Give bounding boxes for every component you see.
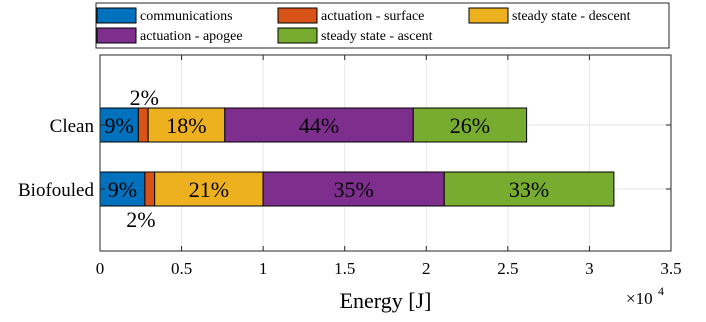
legend-label: actuation - surface — [321, 9, 424, 24]
bar-segment — [412, 107, 528, 143]
legend-label: steady state - ascent — [321, 29, 433, 44]
x-tick-label: 3 — [585, 259, 594, 278]
x-tick-label: 0.5 — [171, 259, 192, 278]
bar-segment — [443, 171, 615, 207]
legend-swatch — [277, 27, 318, 44]
x-tick-label: 2.5 — [497, 259, 518, 278]
legend-label: steady state - descent — [512, 9, 631, 24]
category-label: Clean — [50, 116, 95, 137]
bar-segment — [262, 171, 445, 207]
x-tick-label: 1.5 — [334, 259, 355, 278]
legend-swatch — [96, 27, 137, 44]
legend-swatch — [468, 7, 509, 24]
x-tick-label: 1 — [259, 259, 268, 278]
exponent-power: 4 — [658, 284, 664, 298]
segment-percent-label: 21% — [189, 177, 229, 202]
plot-frame — [99, 54, 672, 252]
segment-labels: 9% 2% 18% 44% 26% 9% 2% 21% 35% 33% — [105, 85, 550, 232]
x-exponent-label: ×10 4 — [626, 284, 664, 308]
legend-label: communications — [140, 9, 233, 24]
x-axis-label: Energy [J] — [340, 288, 432, 313]
segment-percent-label: 9% — [105, 113, 134, 138]
segment-percent-label: 9% — [108, 177, 137, 202]
bar-segment — [154, 171, 264, 207]
segment-percent-label: 35% — [334, 177, 374, 202]
grid — [99, 55, 672, 251]
bars — [99, 107, 615, 207]
x-tick-label: 3.5 — [660, 259, 681, 278]
segment-percent-label: 26% — [450, 113, 490, 138]
segment-percent-label: 33% — [509, 177, 549, 202]
axis-ticks: 0 0.5 1 1.5 2 2.5 3 3.5 Clean Biofouled — [18, 55, 682, 278]
segment-percent-label: 2% — [126, 207, 155, 232]
bar-segment — [137, 107, 149, 143]
legend-swatch — [277, 7, 318, 24]
x-tick-label: 0 — [96, 259, 105, 278]
legend-swatch — [96, 7, 137, 24]
bar-segment — [144, 171, 156, 207]
exponent-base: ×10 — [626, 289, 653, 308]
segment-percent-label: 44% — [299, 113, 339, 138]
segment-percent-label: 2% — [130, 85, 159, 110]
x-tick-label: 2 — [422, 259, 431, 278]
legend-box — [95, 2, 670, 49]
segment-percent-label: 18% — [166, 113, 206, 138]
category-label: Biofouled — [18, 180, 94, 201]
bar-segment — [147, 107, 226, 143]
bar-segment — [224, 107, 414, 143]
legend: communications actuation - surface steady … — [95, 2, 670, 49]
legend-label: actuation - apogee — [140, 29, 243, 44]
